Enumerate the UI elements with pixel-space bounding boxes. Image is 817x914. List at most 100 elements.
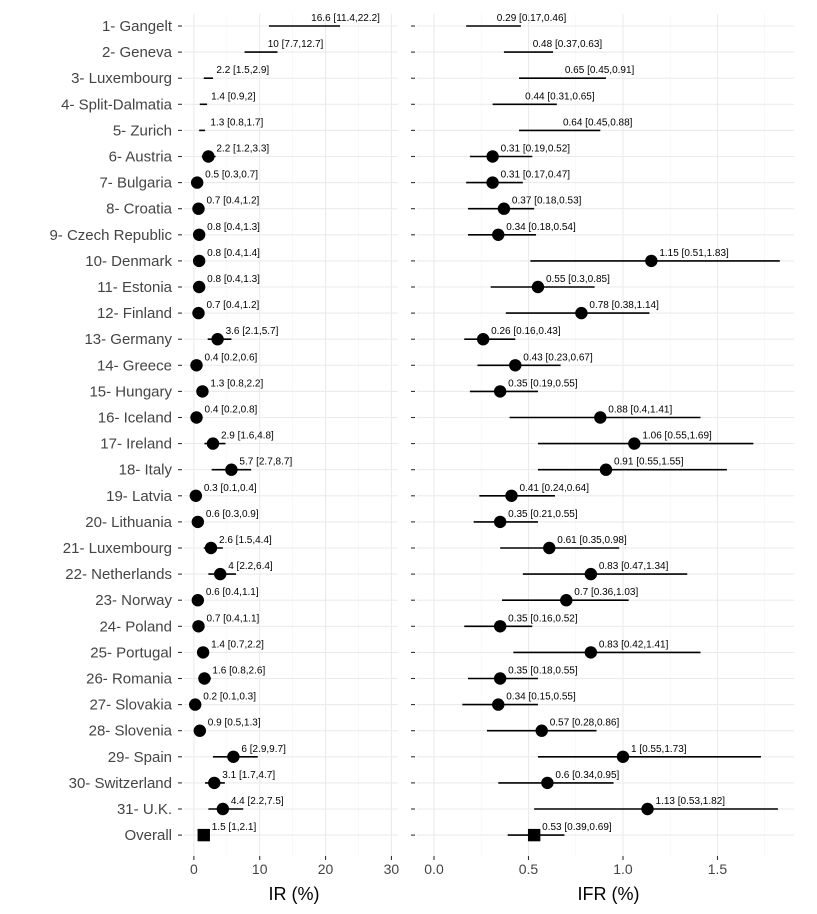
data-label: 6 [2.9,9.7] [241,744,286,755]
x-tick-label: 0 [190,861,198,877]
point-marker [204,541,218,555]
x-tick-label: 1.5 [708,861,728,877]
point-marker [202,150,215,163]
data-label: 0.34 [0.18,0.54] [506,222,576,233]
point-marker [505,489,518,502]
point-marker [575,306,588,320]
data-label: 0.61 [0.35,0.98] [557,535,627,546]
data-label: 0.55 [0.3,0.85] [546,274,610,285]
data-label: 10 [7.7,12.7] [268,39,324,50]
point-marker [190,411,203,424]
data-label: 2.2 [1.5,2.9] [216,65,269,76]
category-label: 31- U.K. [117,801,172,818]
category-label: 25- Portugal [90,644,172,661]
category-label: 5- Zurich [113,122,172,139]
category-label: 7- Bulgaria [99,175,172,192]
category-label: 21- Luxembourg [63,540,172,557]
point-marker [193,724,207,737]
category-label: 3- Luxembourg [71,70,172,87]
point-marker [628,437,641,450]
category-label: 30- Switzerland [69,775,172,792]
category-label: 17- Ireland [100,436,172,453]
point-marker [216,802,230,816]
data-label: 0.48 [0.37,0.63] [533,39,603,50]
point-marker [493,515,507,529]
point-marker [192,254,206,268]
category-label: 8- Croatia [106,201,173,218]
data-label: 0.31 [0.19,0.52] [501,144,571,155]
ifr-panel: 0.0 0.5 1.0 1.5 IFR (%) 0.29 [0.17,0.46] 0.48 … [411,13,794,904]
data-label: 0.26 [0.16,0.43] [491,326,561,337]
point-marker [189,489,203,502]
data-label: 0.35 [0.16,0.52] [508,613,578,624]
category-label: 15- Hungary [89,383,172,400]
point-marker [214,567,227,581]
point-marker [192,306,205,320]
point-marker [191,515,205,529]
data-label: 0.78 [0.38,1.14] [589,300,659,311]
category-label: 29- Spain [108,749,172,766]
category-label: 18- Italy [119,462,173,479]
point-marker [492,698,505,711]
data-label: 2.9 [1.6,4.8] [221,431,274,442]
data-label: 0.29 [0.17,0.46] [497,13,567,24]
data-label: 0.6 [0.4,1.1] [206,587,259,598]
point-marker [527,828,541,842]
point-marker [531,280,545,294]
category-label: 4- Split-Dalmatia [61,96,173,113]
data-label: 0.65 [0.45,0.91] [565,65,635,76]
data-label: 0.8 [0.4,1.3] [207,274,260,285]
data-label: 0.41 [0.24,0.64] [519,483,589,494]
point-marker [197,828,210,842]
data-label: 0.35 [0.19,0.55] [508,378,578,389]
data-label: 0.37 [0.18,0.53] [512,196,582,207]
point-marker [192,228,206,241]
data-label: 0.53 [0.39,0.69] [542,822,612,833]
point-marker [486,176,499,189]
data-label: 0.8 [0.4,1.4] [207,248,260,259]
point-marker [492,228,505,241]
point-marker [196,646,210,659]
data-label: 1.15 [0.51,1.83] [659,248,729,259]
point-marker [192,202,205,215]
data-label: 0.83 [0.42,1.41] [599,639,669,650]
data-label: 0.83 [0.47,1.34] [599,561,669,572]
data-label: 0.8 [0.4,1.3] [207,222,260,233]
ifr-axis-title: IFR (%) [578,884,640,904]
category-labels: 1- Gangelt 2- Geneva 3- Luxembourg 4- Split… [49,18,172,844]
data-label: 1.06 [0.55,1.69] [642,431,712,442]
point-marker [543,541,556,555]
data-label: 1.4 [0.7,2.2] [211,639,264,650]
data-label: 0.9 [0.5,1.3] [208,718,261,729]
data-label: 0.88 [0.4,1.41] [608,405,672,416]
point-marker [641,802,654,816]
category-label: 13- Germany [84,331,172,348]
point-marker [509,359,522,372]
data-label: 3.1 [1.7,4.7] [222,770,275,781]
category-label: 26- Romania [86,671,173,688]
point-marker [198,672,211,685]
data-label: 0.43 [0.23,0.67] [523,352,593,363]
x-tick-label: 0.5 [519,861,539,877]
data-label: 0.7 [0.36,1.03] [574,587,638,598]
point-marker [645,254,658,268]
data-label: 0.35 [0.21,0.55] [508,509,578,520]
point-marker [497,202,511,215]
data-label: 5.7 [2.7,8.7] [239,457,292,468]
x-tick-label: 10 [252,861,268,877]
data-label: 1.13 [0.53,1.82] [656,796,726,807]
data-label: 0.35 [0.18,0.55] [508,666,578,677]
ir-panel: 0 10 20 30 IR (%) 16.6 [11.4,22.2] 10 [7.7,12.… [178,13,399,904]
category-label: 27- Slovakia [89,697,172,714]
data-label: 0.4 [0.2,0.8] [205,405,258,416]
point-marker [486,150,499,163]
category-label: 20- Lithuania [85,514,172,531]
category-label: 23- Norway [95,592,172,609]
point-marker [208,776,221,790]
data-label: 1.5 [1,2.1] [212,822,257,833]
data-label: 0.3 [0.1,0.4] [204,483,257,494]
category-label: 22- Netherlands [65,566,172,583]
point-marker [227,750,240,763]
ir-axis-title: IR (%) [269,884,320,904]
data-label: 0.31 [0.17,0.47] [501,170,571,181]
